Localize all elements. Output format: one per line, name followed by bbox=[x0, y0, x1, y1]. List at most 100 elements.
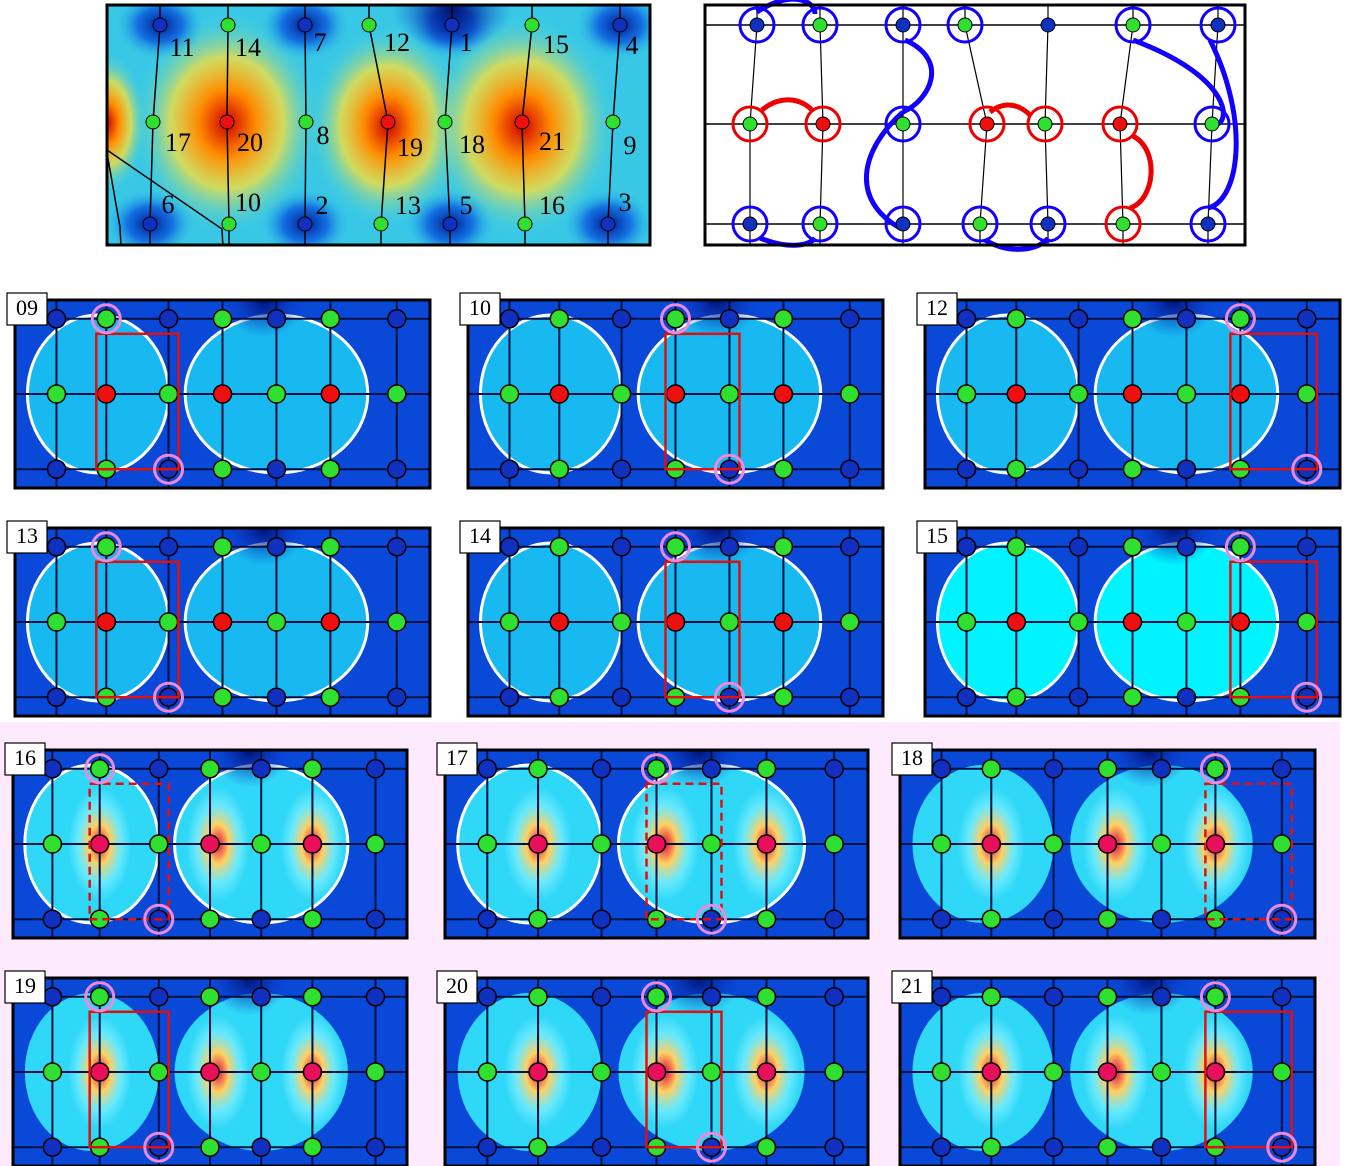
critical-point bbox=[549, 459, 570, 479]
critical-point bbox=[1068, 612, 1089, 632]
critical-point bbox=[46, 459, 67, 479]
critical-point bbox=[266, 612, 287, 632]
node-label: 7 bbox=[314, 28, 327, 57]
critical-point bbox=[298, 114, 314, 130]
critical-point bbox=[149, 834, 169, 854]
critical-point bbox=[200, 987, 220, 1007]
critical-point bbox=[1205, 1062, 1226, 1082]
critical-point bbox=[1151, 909, 1172, 929]
critical-point bbox=[549, 687, 570, 707]
critical-point bbox=[499, 537, 520, 557]
critical-point bbox=[212, 612, 233, 632]
persistence-arc bbox=[1207, 38, 1239, 211]
critical-point bbox=[1122, 537, 1143, 557]
critical-point bbox=[600, 216, 616, 232]
critical-point bbox=[149, 759, 169, 779]
ring bbox=[1193, 105, 1231, 143]
critical-point bbox=[1068, 309, 1089, 329]
critical-point bbox=[981, 759, 1002, 779]
critical-point bbox=[89, 1062, 110, 1082]
critical-point bbox=[1006, 612, 1027, 632]
critical-point bbox=[1122, 687, 1143, 707]
panel bbox=[445, 750, 868, 938]
critical-point bbox=[1068, 384, 1089, 404]
cancel-box bbox=[645, 782, 723, 921]
critical-point bbox=[46, 384, 67, 404]
ring bbox=[801, 6, 839, 44]
ring bbox=[884, 6, 922, 44]
critical-point bbox=[365, 987, 386, 1007]
panel-label: 10 bbox=[469, 295, 491, 320]
critical-point bbox=[302, 987, 323, 1007]
critical-point bbox=[931, 987, 952, 1007]
critical-point bbox=[549, 384, 570, 404]
node-label: 8 bbox=[317, 121, 330, 150]
label-box bbox=[916, 292, 958, 326]
critical-point bbox=[611, 384, 632, 404]
critical-point bbox=[773, 384, 794, 404]
cancel-box bbox=[645, 1010, 723, 1149]
critical-point bbox=[1230, 537, 1251, 557]
critical-point bbox=[320, 384, 341, 404]
critical-point bbox=[212, 309, 233, 329]
critical-point bbox=[373, 216, 389, 232]
critical-point bbox=[1122, 459, 1143, 479]
label-box bbox=[436, 970, 478, 1004]
critical-point bbox=[499, 687, 520, 707]
critical-point bbox=[96, 309, 117, 329]
critical-point bbox=[701, 834, 722, 854]
critical-point bbox=[499, 459, 520, 479]
critical-point bbox=[646, 834, 667, 854]
panel-label: 14 bbox=[469, 523, 491, 548]
ring bbox=[1291, 453, 1323, 485]
critical-point bbox=[524, 17, 540, 33]
critical-point bbox=[158, 384, 179, 404]
critical-point bbox=[96, 384, 117, 404]
critical-point bbox=[96, 537, 117, 557]
critical-point bbox=[46, 309, 67, 329]
critical-point bbox=[1097, 909, 1118, 929]
ring bbox=[738, 6, 776, 44]
critical-point bbox=[387, 687, 407, 707]
cancel-box bbox=[664, 560, 741, 699]
critical-point bbox=[387, 309, 407, 329]
critical-point bbox=[1122, 612, 1143, 632]
ring bbox=[641, 981, 672, 1013]
critical-point bbox=[212, 687, 233, 707]
critical-point bbox=[212, 537, 233, 557]
ring bbox=[1199, 753, 1231, 785]
ring bbox=[884, 105, 922, 143]
critical-point bbox=[956, 612, 977, 632]
label-box bbox=[459, 520, 501, 554]
cold-blob bbox=[575, 5, 650, 60]
critical-point bbox=[646, 759, 667, 779]
hot-blob bbox=[107, 53, 147, 193]
panel bbox=[13, 750, 407, 938]
critical-point bbox=[528, 987, 548, 1007]
critical-point bbox=[1006, 459, 1027, 479]
label-box bbox=[4, 742, 46, 776]
cancel-box bbox=[664, 332, 741, 471]
panel-label: 16 bbox=[14, 745, 36, 770]
critical-point bbox=[200, 909, 220, 929]
critical-point bbox=[42, 909, 63, 929]
critical-point bbox=[477, 1137, 498, 1157]
critical-point bbox=[477, 909, 498, 929]
critical-point bbox=[1210, 17, 1226, 33]
panel bbox=[925, 300, 1340, 488]
critical-point bbox=[824, 1062, 844, 1082]
critical-point bbox=[444, 17, 460, 33]
critical-point bbox=[1006, 687, 1027, 707]
critical-point bbox=[320, 459, 341, 479]
cancel-box bbox=[95, 560, 180, 699]
persistence-arc bbox=[901, 37, 935, 115]
critical-point bbox=[981, 909, 1002, 929]
critical-point bbox=[1176, 687, 1197, 707]
frame bbox=[898, 976, 1317, 1166]
panel-label: 19 bbox=[14, 973, 36, 998]
critical-point bbox=[297, 216, 313, 232]
critical-point bbox=[756, 1062, 777, 1082]
panel bbox=[900, 978, 1315, 1166]
frame bbox=[466, 526, 885, 718]
panel bbox=[925, 528, 1340, 716]
